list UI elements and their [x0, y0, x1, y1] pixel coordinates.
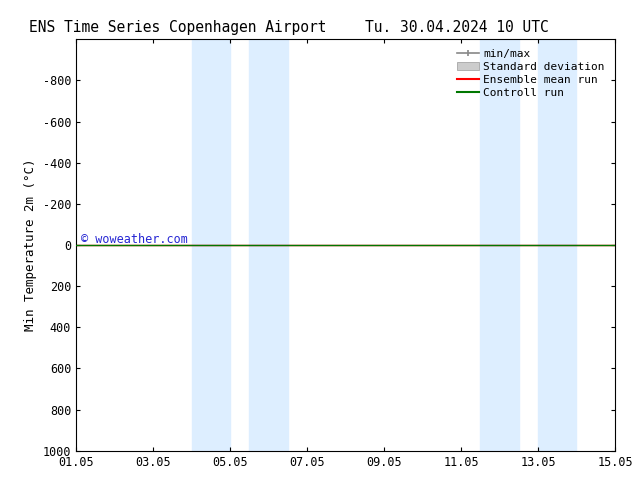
Text: © woweather.com: © woweather.com	[81, 233, 188, 246]
Legend: min/max, Standard deviation, Ensemble mean run, Controll run: min/max, Standard deviation, Ensemble me…	[453, 45, 609, 102]
Text: ENS Time Series Copenhagen Airport: ENS Time Series Copenhagen Airport	[29, 20, 327, 35]
Bar	[191, 39, 230, 451]
Bar	[249, 39, 288, 451]
Text: Tu. 30.04.2024 10 UTC: Tu. 30.04.2024 10 UTC	[365, 20, 548, 35]
Bar	[538, 39, 576, 451]
Bar	[480, 39, 519, 451]
Y-axis label: Min Temperature 2m (°C): Min Temperature 2m (°C)	[24, 159, 37, 331]
